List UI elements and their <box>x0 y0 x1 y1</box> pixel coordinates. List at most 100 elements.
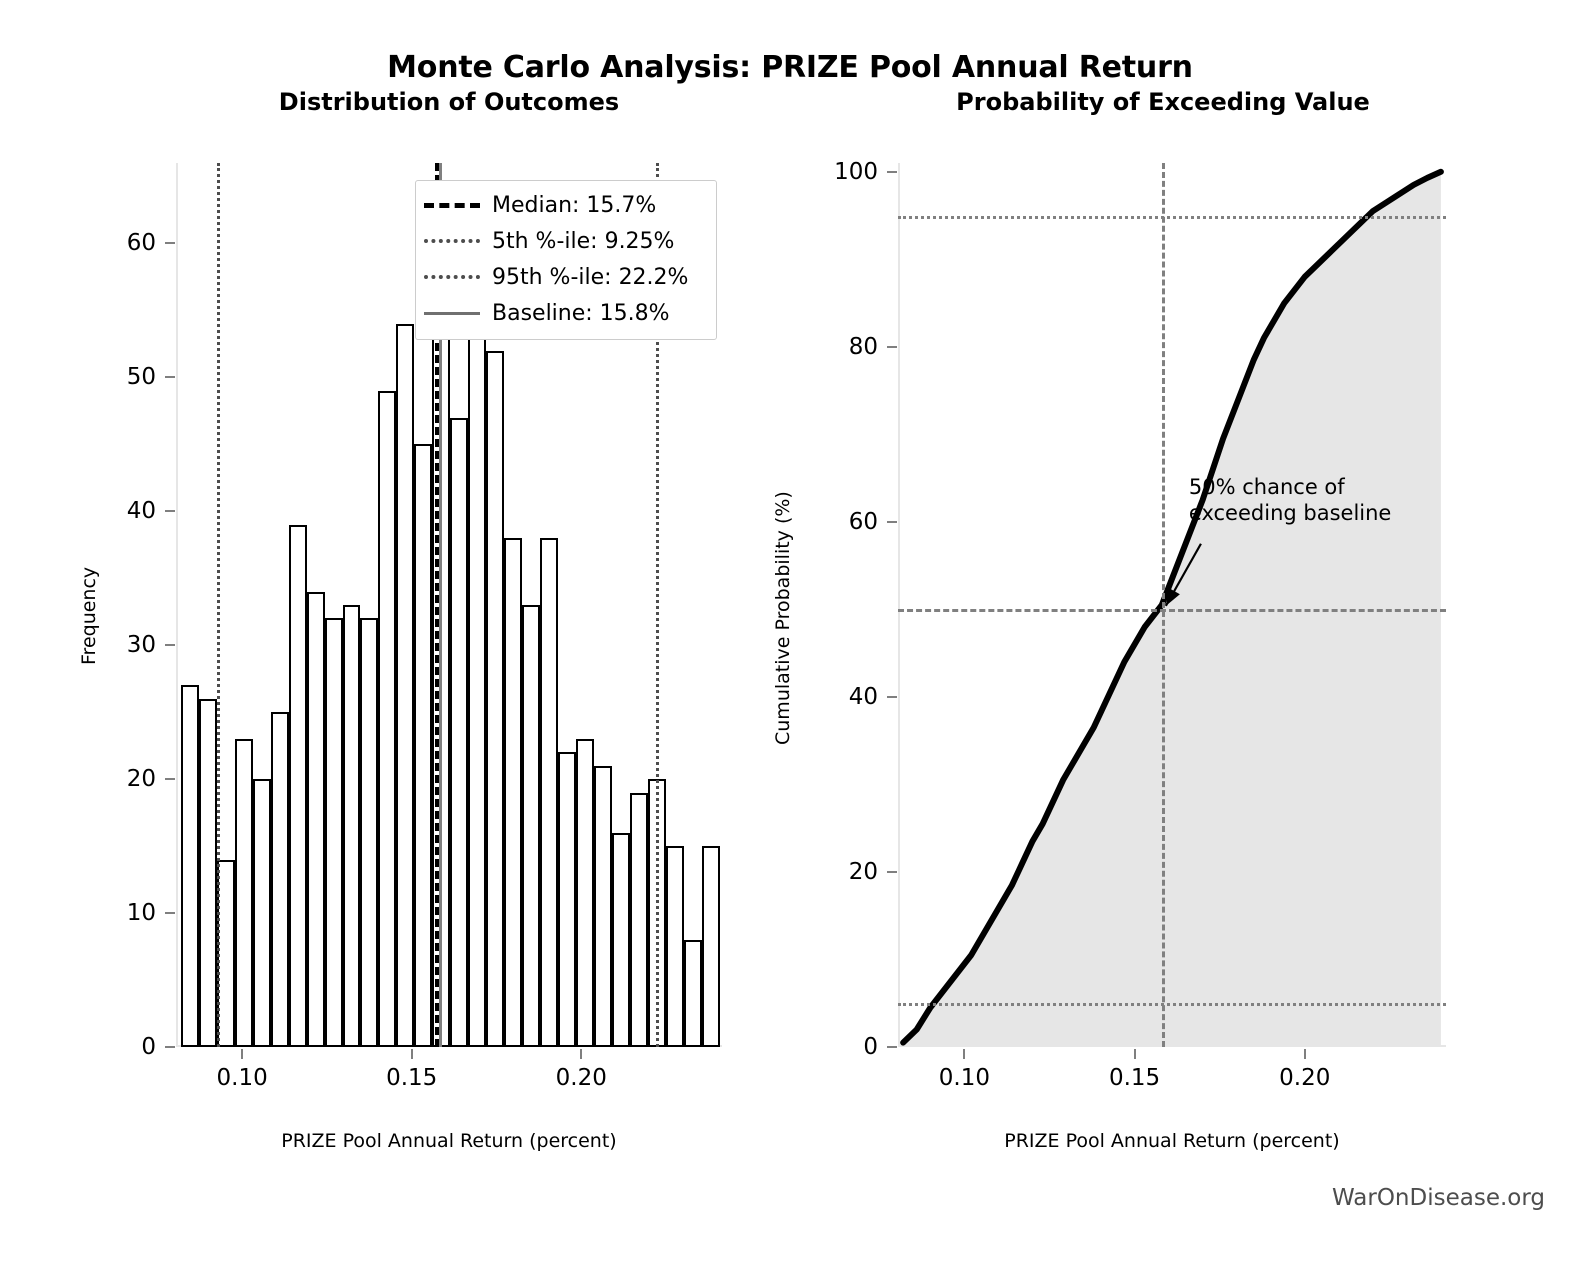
legend-label: Baseline: 15.8% <box>492 300 670 326</box>
legend-label: 5th %-ile: 9.25% <box>492 228 675 254</box>
histogram-bar <box>360 618 379 1047</box>
cdf-curve-svg <box>900 168 1444 1047</box>
baseline-line <box>438 163 442 1047</box>
y-tick-label: 60 <box>126 230 156 257</box>
cdf-annotation: 50% chance of exceeding baseline <box>1189 474 1391 527</box>
histogram-bar <box>198 698 217 1047</box>
histogram-bar <box>630 792 649 1047</box>
left-x-axis-label: PRIZE Pool Annual Return (percent) <box>281 1130 617 1152</box>
right-y-spine <box>898 163 900 1047</box>
x-tick-label: 0.20 <box>555 1065 607 1091</box>
histogram-bar <box>576 738 595 1047</box>
x-tick-label: 0.20 <box>1279 1065 1331 1091</box>
cdf-fifty-percent-line <box>898 609 1446 613</box>
y-tickmark <box>165 510 175 513</box>
left-panel-legend[interactable]: Median: 15.7% 5th %-ile: 9.25% 95th %-ile:… <box>415 180 717 340</box>
left-panel-title: Distribution of Outcomes <box>278 88 620 116</box>
y-tick-label: 40 <box>848 683 878 710</box>
legend-item[interactable]: Baseline: 15.8% <box>424 295 708 331</box>
y-tick-label: 10 <box>126 900 156 927</box>
y-tickmark <box>165 242 175 245</box>
y-tick-label: 50 <box>126 364 156 391</box>
histogram-bar <box>701 846 720 1047</box>
histogram-bar <box>270 712 289 1047</box>
p5-percentile-line <box>216 163 220 1047</box>
cdf-annotation-line1: 50% chance of <box>1188 474 1345 499</box>
y-tickmark <box>165 644 175 647</box>
legend-item[interactable]: Median: 15.7% <box>424 187 708 223</box>
right-x-axis-label: PRIZE Pool Annual Return (percent) <box>1004 1130 1340 1152</box>
histogram-bar <box>612 832 631 1047</box>
legend-key-icon <box>424 275 480 279</box>
y-tickmark <box>887 1046 897 1048</box>
y-tickmark <box>165 912 175 915</box>
x-tickmark <box>580 1049 583 1059</box>
histogram-bar <box>288 524 307 1047</box>
y-tick-label: 80 <box>848 333 878 360</box>
x-tick-label: 0.10 <box>938 1065 990 1091</box>
y-tickmark <box>165 1046 175 1048</box>
x-tickmark <box>963 1049 966 1059</box>
y-tickmark <box>887 870 897 873</box>
histogram-bar <box>540 538 559 1047</box>
cdf-plot-area <box>898 163 1446 1047</box>
histogram-bar <box>666 846 684 1047</box>
x-tickmark <box>410 1049 413 1059</box>
y-tick-label: 60 <box>848 508 878 535</box>
y-tick-label: 0 <box>141 1034 156 1060</box>
y-tickmark <box>165 376 175 379</box>
p95-percentile-line <box>655 163 659 1047</box>
y-tick-label: 40 <box>126 498 156 525</box>
left-y-spine <box>176 163 178 1047</box>
legend-item[interactable]: 95th %-ile: 22.2% <box>424 259 708 295</box>
histogram-bar <box>450 417 469 1047</box>
histogram-bar <box>468 310 487 1047</box>
histogram-bar <box>234 738 253 1047</box>
y-tickmark <box>887 520 897 523</box>
histogram-bar <box>306 591 325 1047</box>
legend-key-icon <box>424 311 480 315</box>
y-tickmark <box>887 695 897 698</box>
footer-watermark: WarOnDisease.org <box>1332 1185 1545 1211</box>
histogram-bar <box>558 752 577 1047</box>
x-tickmark <box>241 1049 244 1059</box>
x-tick-label: 0.10 <box>216 1065 268 1091</box>
histogram-bar <box>378 390 397 1047</box>
legend-label: 95th %-ile: 22.2% <box>492 264 689 290</box>
x-tick-label: 0.15 <box>1108 1065 1161 1091</box>
cdf-p5-line <box>898 1003 1446 1007</box>
y-tickmark <box>887 170 897 173</box>
histogram-bar <box>486 350 505 1047</box>
cdf-p95-line <box>898 215 1446 219</box>
histogram-bar <box>684 939 702 1047</box>
histogram-bar <box>504 538 523 1047</box>
histogram-bar <box>324 618 343 1047</box>
median-line <box>435 163 440 1047</box>
x-tick-label: 0.15 <box>386 1065 438 1091</box>
histogram-bar <box>414 444 433 1047</box>
y-tick-label: 20 <box>848 858 878 885</box>
right-panel-title: Probability of Exceeding Value <box>956 88 1370 116</box>
x-tickmark <box>1303 1049 1306 1059</box>
histogram-bar <box>342 605 361 1047</box>
legend-key-icon <box>424 239 480 243</box>
y-tickmark <box>887 345 897 348</box>
figure-suptitle: Monte Carlo Analysis: PRIZE Pool Annual … <box>387 50 1193 85</box>
histogram-bar <box>594 765 613 1047</box>
x-tickmark <box>1133 1049 1136 1059</box>
histogram-bar <box>522 605 541 1047</box>
histogram-bar <box>396 323 415 1047</box>
y-tick-label: 0 <box>863 1034 878 1060</box>
legend-item[interactable]: 5th %-ile: 9.25% <box>424 223 708 259</box>
y-tickmark <box>165 778 175 781</box>
cdf-baseline-vline <box>1161 163 1165 1047</box>
histogram-bar <box>252 779 271 1047</box>
legend-label: Median: 15.7% <box>492 192 657 218</box>
histogram-plot-area <box>176 163 722 1047</box>
y-tick-label: 30 <box>126 632 156 659</box>
y-tick-label: 20 <box>126 766 156 793</box>
histogram-bar <box>180 685 199 1047</box>
legend-key-icon <box>424 202 480 208</box>
cdf-annotation-line2: exceeding baseline <box>1188 500 1392 525</box>
y-tick-label: 100 <box>834 158 878 185</box>
